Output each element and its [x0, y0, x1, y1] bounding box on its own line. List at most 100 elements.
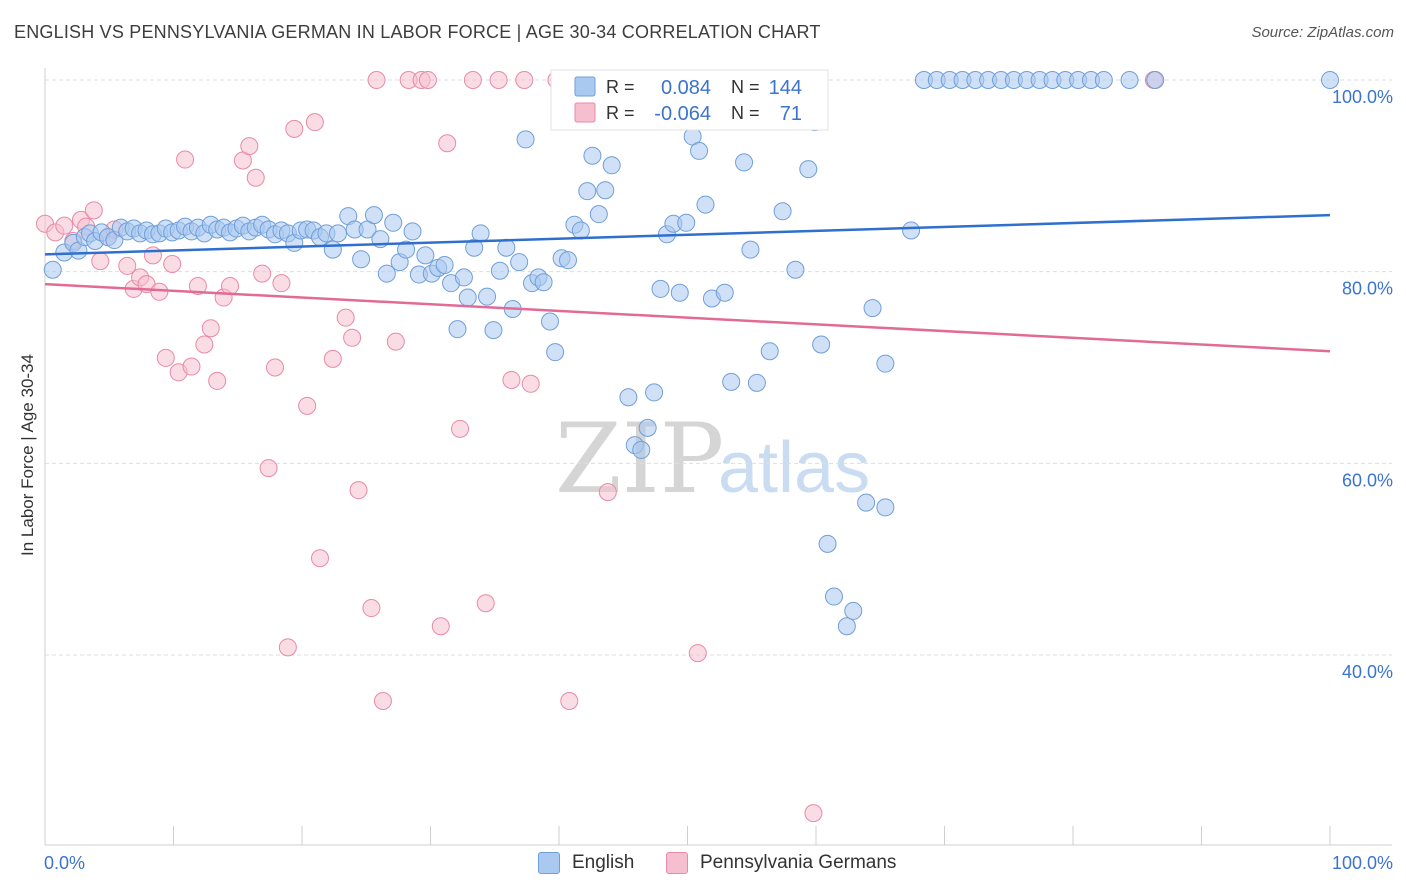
- y-tick-label: 60.0%: [1342, 470, 1393, 490]
- legend-english-n-value: 144: [769, 77, 802, 99]
- bottom-legend-english-label: English: [572, 852, 635, 873]
- pg-point: [246, 168, 265, 187]
- pg-trend-line: [44, 282, 1331, 353]
- english-point: [812, 335, 831, 354]
- english-point: [1120, 71, 1139, 89]
- pg-point: [285, 119, 304, 138]
- pg-point: [176, 150, 195, 169]
- y-tick-label: 80.0%: [1342, 279, 1393, 299]
- legend-english-r-label: R =: [606, 77, 635, 97]
- pg-point: [310, 549, 329, 568]
- chart-title: ENGLISH VS PENNSYLVANIA GERMAN IN LABOR …: [14, 22, 821, 42]
- pg-point: [323, 349, 342, 368]
- pg-point: [253, 264, 272, 283]
- pg-point: [221, 277, 240, 296]
- pg-point: [521, 374, 540, 393]
- pg-point: [55, 216, 74, 235]
- pg-point: [431, 617, 450, 636]
- source-label: Source: ZipAtlas.com: [1251, 24, 1394, 41]
- english-point: [786, 260, 805, 279]
- pg-point: [259, 459, 278, 478]
- watermark-zip: ZIP: [555, 403, 724, 515]
- pg-point: [502, 370, 521, 389]
- english-point: [558, 251, 577, 270]
- english-point: [902, 221, 921, 240]
- x-tick-label: 100.0%: [1332, 853, 1393, 873]
- english-point: [722, 372, 741, 391]
- bottom-legend-english: English: [538, 852, 634, 874]
- bottom-legend-pg-swatch: [666, 852, 688, 874]
- english-point: [497, 238, 516, 257]
- english-point: [696, 195, 715, 214]
- pg-point: [336, 308, 355, 327]
- english-point: [632, 440, 651, 459]
- english-point: [760, 342, 779, 361]
- pg-point: [156, 348, 175, 367]
- english-point: [364, 206, 383, 225]
- trend-lines: [44, 213, 1331, 353]
- english-point: [384, 213, 403, 232]
- pg-point: [195, 335, 214, 354]
- english-point: [589, 205, 608, 224]
- english-point: [534, 273, 553, 292]
- english-point: [510, 253, 529, 272]
- watermark: ZIP atlas: [555, 403, 870, 515]
- english-point: [799, 160, 818, 179]
- bottom-legend-english-swatch: [538, 852, 560, 874]
- x-tick-label: 0.0%: [44, 853, 85, 873]
- pg-point: [201, 319, 220, 338]
- legend-pg-swatch: [574, 102, 596, 123]
- watermark-atlas: atlas: [718, 428, 870, 508]
- english-point: [571, 221, 590, 240]
- pg-point: [476, 594, 495, 613]
- english-point: [670, 283, 689, 302]
- pg-point: [278, 638, 297, 657]
- english-point: [844, 601, 863, 620]
- legend-pg-r-label: R =: [606, 103, 635, 123]
- english-point: [323, 240, 342, 259]
- pg-point: [272, 274, 291, 293]
- english-point: [454, 268, 473, 287]
- english-point: [735, 153, 754, 172]
- legend-pg-r-value: -0.064: [654, 103, 711, 125]
- legend-frame: [550, 69, 829, 131]
- pg-point: [343, 328, 362, 347]
- english-point: [541, 312, 560, 331]
- english-point: [546, 343, 565, 362]
- pg-point: [208, 371, 227, 390]
- axes: [44, 68, 1392, 846]
- english-point: [416, 246, 435, 265]
- english-point: [1094, 71, 1113, 89]
- pg-point: [438, 134, 457, 153]
- pg-point: [515, 71, 534, 89]
- english-point: [596, 181, 615, 200]
- stats-legend: R = 0.084 N = 144 R = -0.064 N = 71: [550, 69, 829, 131]
- english-point: [747, 373, 766, 392]
- legend-english-swatch: [574, 76, 596, 97]
- pg-point: [118, 256, 137, 275]
- pg-point: [418, 71, 437, 89]
- english-point: [863, 299, 882, 318]
- english-point: [824, 587, 843, 606]
- english-point: [690, 141, 709, 160]
- english-points: [43, 71, 1339, 636]
- pg-point: [560, 692, 579, 710]
- english-point: [352, 250, 371, 269]
- english-point: [818, 534, 837, 553]
- english-point: [1146, 71, 1165, 89]
- pg-point: [240, 137, 259, 156]
- pg-point: [91, 252, 110, 271]
- pg-point: [163, 255, 182, 273]
- pg-point: [463, 71, 482, 89]
- english-point: [448, 320, 467, 339]
- pg-point: [386, 332, 405, 351]
- english-point: [837, 617, 856, 636]
- english-point: [435, 255, 454, 274]
- bottom-legend-pg: Pennsylvania Germans: [666, 852, 896, 874]
- english-point: [602, 156, 621, 175]
- pg-point: [362, 599, 381, 618]
- pg-point: [598, 483, 617, 502]
- pg-point: [367, 71, 386, 89]
- english-point: [638, 418, 657, 437]
